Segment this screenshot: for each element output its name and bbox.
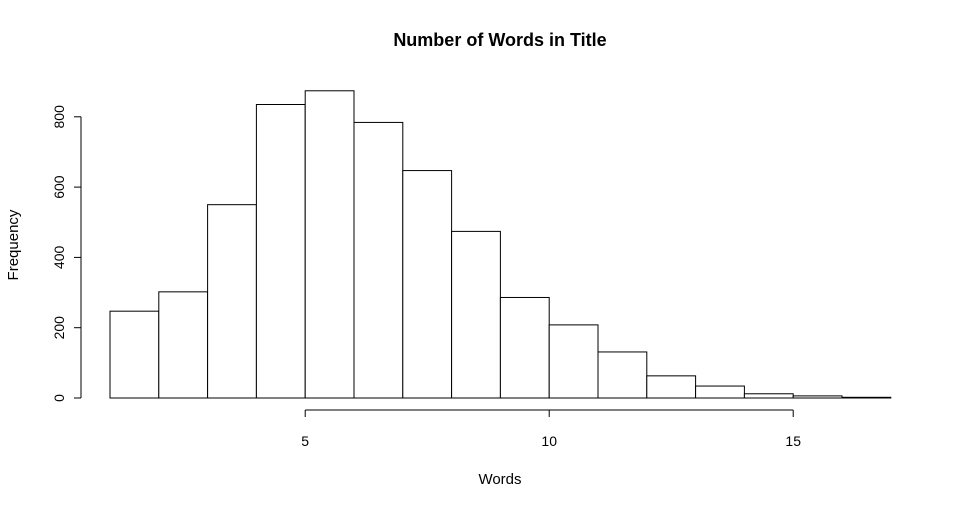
histogram-bar-6 xyxy=(353,121,404,399)
x-tick-label-10: 10 xyxy=(541,433,557,449)
histogram-bar-16 xyxy=(841,396,892,399)
x-axis-label: Words xyxy=(478,471,521,488)
y-axis: 0 200 400 600 800 xyxy=(51,105,82,402)
y-tick-label-200: 200 xyxy=(51,316,67,340)
histogram-bar-15 xyxy=(792,395,843,399)
y-tick-label-800: 800 xyxy=(51,105,67,129)
histogram-bar-4 xyxy=(255,103,306,399)
y-tick-label-400: 400 xyxy=(51,246,67,270)
x-axis: 5 10 15 xyxy=(301,409,801,449)
x-tick-label-5: 5 xyxy=(301,433,309,449)
histogram-bar-11 xyxy=(597,351,648,399)
y-tick-label-600: 600 xyxy=(51,175,67,199)
histogram-bar-9 xyxy=(499,296,550,399)
bars-group xyxy=(109,90,892,399)
histogram-bar-12 xyxy=(646,375,697,399)
histogram-bar-2 xyxy=(158,291,209,399)
histogram-bar-10 xyxy=(548,324,599,399)
y-tick-label-0: 0 xyxy=(51,394,67,402)
histogram-bar-8 xyxy=(451,230,501,399)
histogram-bar-14 xyxy=(743,393,794,399)
chart-title: Number of Words in Title xyxy=(393,30,606,50)
histogram-bar-13 xyxy=(695,385,745,399)
histogram-bar-5 xyxy=(304,90,355,399)
histogram-bar-1 xyxy=(109,310,160,399)
y-axis-label: Frequency xyxy=(5,209,22,280)
histogram-bar-3 xyxy=(207,204,257,399)
histogram-bar-7 xyxy=(402,170,453,399)
x-tick-label-15: 15 xyxy=(785,433,801,449)
